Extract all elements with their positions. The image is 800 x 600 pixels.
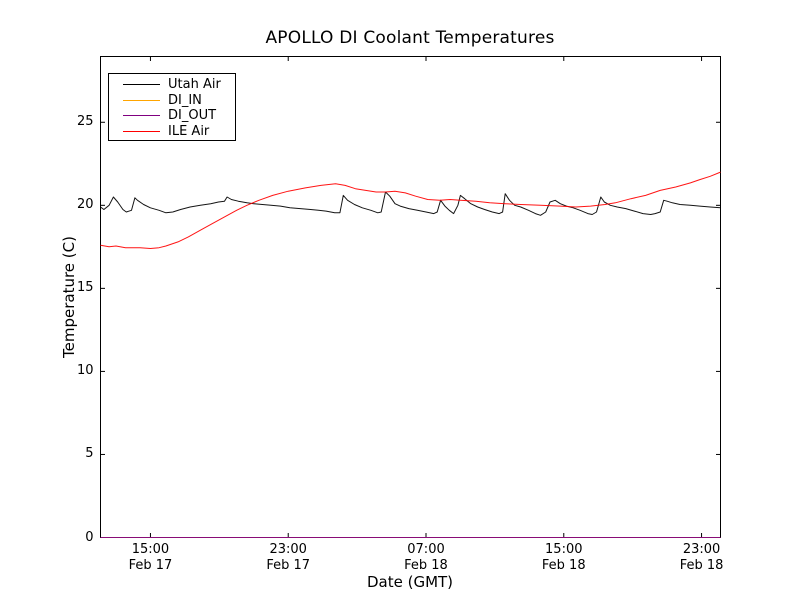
di-out-line-swatch [123,115,160,117]
y-tick-label: 25 [76,114,94,130]
di-in-line-swatch [123,99,160,101]
x-tick-label-time: 23:00 [682,542,721,557]
legend-label: DI_OUT [168,108,217,124]
x-tick-label-date: Feb 17 [128,558,173,573]
x-axis-label: Date (GMT) [366,573,454,591]
legend: Utah Air DI_IN DI_OUT ILE Air [108,73,236,141]
y-tick-label: 20 [76,197,94,213]
x-tick-label-date: Feb 18 [679,558,724,573]
x-tick-label-time: 23:00 [269,542,307,557]
x-tick-label-date: Feb 18 [541,558,586,573]
y-tick-label: 0 [85,529,94,545]
ile-air-line-swatch [123,130,160,132]
legend-item-di-in: DI_IN [109,93,235,109]
legend-label: Utah Air [168,77,221,93]
y-tick-label: 10 [76,363,94,379]
x-tick-label-time: 15:00 [545,542,583,557]
legend-item-di-out: DI_OUT [109,108,235,124]
series-line-utah-air [100,191,721,216]
series-line-ile-air [100,171,721,249]
x-tick-label-time: 15:00 [131,542,170,557]
legend-item-ile-air: ILE Air [109,124,235,140]
legend-label: DI_IN [168,92,202,108]
y-tick-label: 5 [85,446,94,462]
y-tick-label: 15 [76,280,94,296]
utah-air-line-swatch [123,84,160,86]
chart-title: APOLLO DI Coolant Temperatures [265,28,555,48]
x-tick-label-time: 07:00 [407,542,445,557]
legend-item-utah-air: Utah Air [109,77,235,93]
legend-label: ILE Air [168,123,210,139]
x-tick-label-date: Feb 17 [266,558,311,573]
y-axis-label: Temperature (C) [60,236,78,358]
x-tick-label-date: Feb 18 [404,558,448,573]
